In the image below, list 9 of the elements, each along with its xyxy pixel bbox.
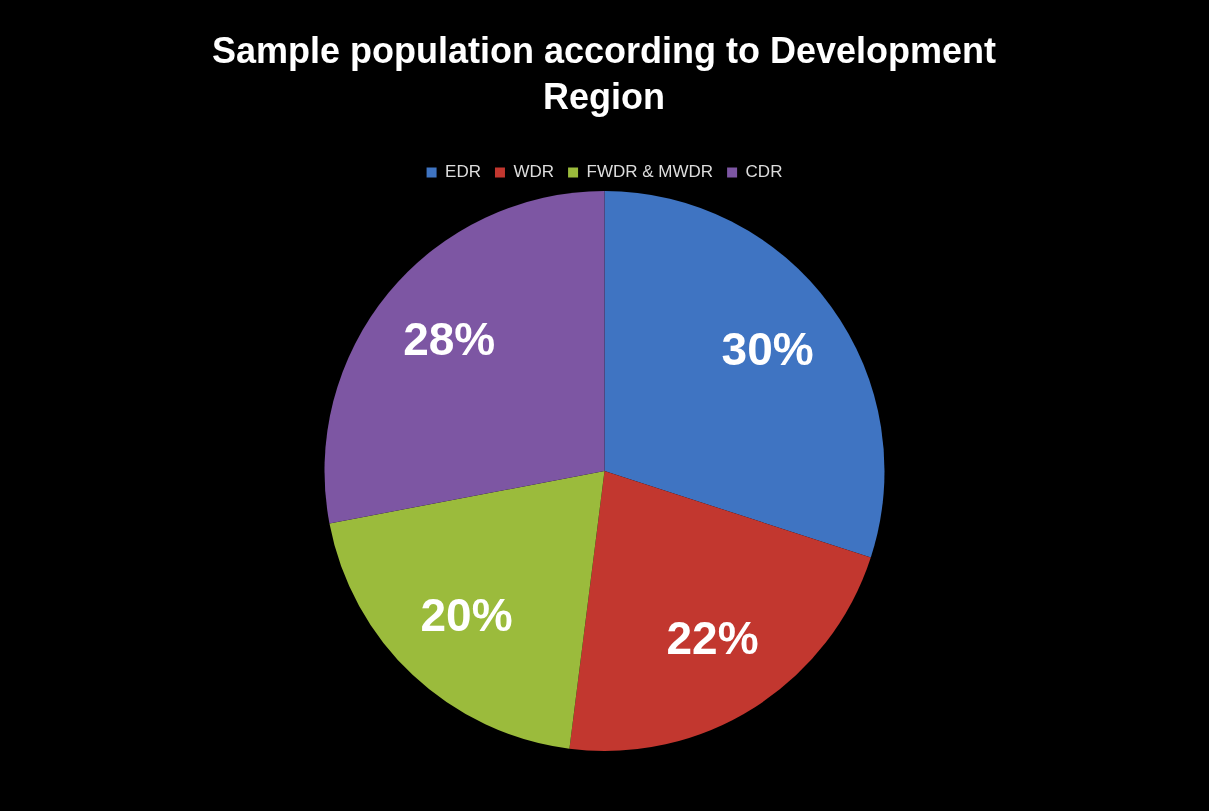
data-label: 30% [721, 323, 814, 376]
data-label: 22% [666, 611, 759, 664]
legend-label: WDR [513, 162, 555, 182]
data-label: 20% [420, 588, 513, 641]
legend-label: CDR [745, 162, 783, 182]
legend-label: FWDR & MWDR [586, 162, 714, 182]
legend-label: EDR [445, 162, 481, 182]
chart-title: Sample population according to Development Region [210, 29, 998, 119]
data-label: 28% [403, 313, 496, 366]
